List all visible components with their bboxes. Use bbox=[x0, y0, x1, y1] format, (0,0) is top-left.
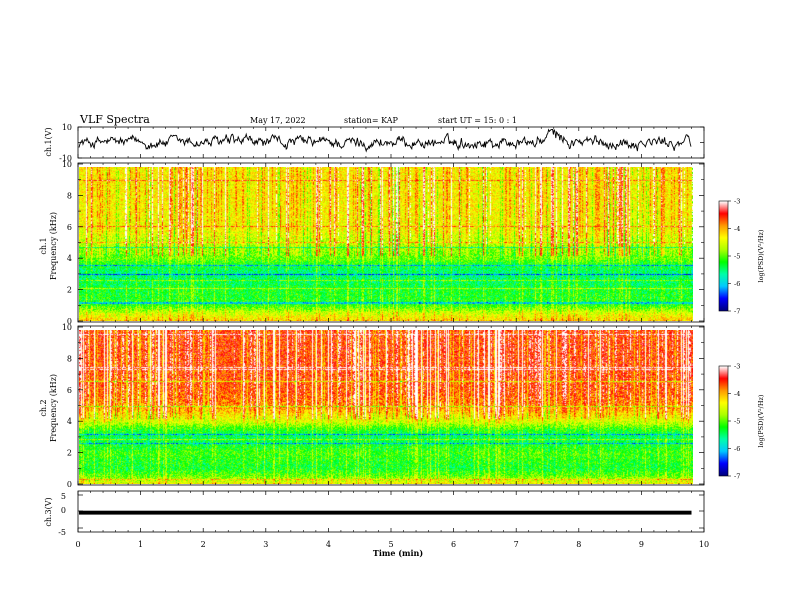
ch3-ytick-5: 5 bbox=[61, 492, 66, 501]
colorbar-tick-label: -6 bbox=[734, 445, 740, 453]
figure-title: VLF Spectra bbox=[79, 113, 150, 126]
y-tick-label: 2 bbox=[67, 449, 72, 458]
ch3-waveform-band bbox=[79, 510, 692, 515]
ch1-spectrogram-ylabel-channel: ch.1 bbox=[39, 237, 48, 254]
ch2-spectrogram-ylabel-channel: ch.2 bbox=[39, 399, 48, 416]
colorbar-tick-label: -6 bbox=[734, 280, 740, 288]
x-tick-label: 4 bbox=[326, 540, 331, 549]
ch1-waveform-line bbox=[78, 128, 692, 153]
start-time-label: start UT = 15: 0 : 1 bbox=[438, 116, 517, 125]
y-tick-label: 10 bbox=[62, 323, 72, 332]
x-tick-label: 8 bbox=[576, 540, 581, 549]
colorbar-tick-label: -3 bbox=[734, 363, 740, 371]
y-tick-label: 0 bbox=[67, 317, 72, 326]
ch2-colorbar-ticks: -3 -4 -5 -6 -7 bbox=[728, 363, 740, 481]
station-label: station= KAP bbox=[344, 116, 399, 125]
x-tick-label: 1 bbox=[138, 540, 143, 549]
ch3-ticks bbox=[77, 491, 705, 532]
ch2-colorbar-label: log(PSD)(V²/Hz) bbox=[757, 394, 765, 447]
ch1-waveform-panel: 10 -10 ch.1(V) bbox=[44, 123, 705, 163]
ch2-spectrogram-ylabel: Frequency (kHz) bbox=[49, 374, 58, 442]
ch1-colorbar-ticks: -3 -4 -5 -6 -7 bbox=[728, 198, 740, 316]
ch2-colorbar-gradient bbox=[719, 366, 728, 476]
ch1-ytick-top: 10 bbox=[62, 123, 72, 132]
ch3-ylabel: ch.3(V) bbox=[44, 497, 53, 526]
ch1-spectrogram-image bbox=[79, 167, 693, 321]
ch1-spectrogram-yticklabels: 0 2 4 6 8 10 bbox=[62, 160, 72, 326]
ch2-spectrogram-ticks bbox=[77, 326, 705, 485]
colorbar-tick-label: -7 bbox=[734, 308, 740, 316]
ch1-ylabel: ch.1(V) bbox=[44, 127, 53, 156]
x-tick-label: 5 bbox=[388, 540, 393, 549]
ch1-colorbar-gradient bbox=[719, 201, 728, 311]
date-label: May 17, 2022 bbox=[250, 116, 306, 125]
ch1-colorbar: -3 -4 -5 -6 -7 log(PSD)(V²/Hz) bbox=[718, 198, 765, 316]
colorbar-tick-label: -4 bbox=[734, 390, 740, 398]
ch2-spectrogram-panel: 0 2 4 6 8 10 ch.2 Frequency (kHz) bbox=[39, 323, 705, 489]
x-tick-label: 3 bbox=[263, 540, 268, 549]
ch1-spectrogram-panel: 0 2 4 6 8 10 ch.1 Frequency (kHz) bbox=[39, 160, 705, 326]
y-tick-label: 4 bbox=[67, 254, 72, 263]
colorbar-tick-label: -4 bbox=[734, 225, 740, 233]
x-tick-label: 6 bbox=[451, 540, 456, 549]
y-tick-label: 6 bbox=[67, 223, 72, 232]
y-tick-label: 8 bbox=[67, 354, 72, 363]
x-axis-label: Time (min) bbox=[373, 548, 423, 558]
ch1-waveform-frame bbox=[77, 126, 705, 159]
ch3-ytick-0: 0 bbox=[61, 506, 66, 515]
x-tick-label: 2 bbox=[201, 540, 206, 549]
ch2-spectrogram-image bbox=[79, 330, 693, 484]
ch3-ytick-neg5: -5 bbox=[58, 528, 66, 537]
ch3-waveform-panel: 5 0 -5 ch.3(V) bbox=[44, 490, 705, 537]
y-tick-label: 10 bbox=[62, 160, 72, 169]
ch1-colorbar-label: log(PSD)(V²/Hz) bbox=[757, 229, 765, 282]
y-tick-label: 0 bbox=[67, 480, 72, 489]
x-tick-label: 9 bbox=[639, 540, 644, 549]
y-tick-label: 4 bbox=[67, 417, 72, 426]
ch1-spectrogram-ylabel: Frequency (kHz) bbox=[49, 212, 58, 280]
y-tick-label: 2 bbox=[67, 286, 72, 295]
x-tick-label: 10 bbox=[699, 540, 709, 549]
colorbar-tick-label: -5 bbox=[734, 418, 740, 426]
ch2-spectrogram-yticklabels: 0 2 4 6 8 10 bbox=[62, 323, 72, 489]
colorbar-tick-label: -3 bbox=[734, 198, 740, 206]
ch1-ytick-bottom: -10 bbox=[59, 154, 72, 163]
ch2-colorbar: -3 -4 -5 -6 -7 log(PSD)(V²/Hz) bbox=[718, 363, 765, 481]
colorbar-tick-label: -5 bbox=[734, 253, 740, 261]
ch1-ticks bbox=[77, 126, 705, 159]
colorbar-tick-label: -7 bbox=[734, 473, 740, 481]
y-tick-label: 8 bbox=[67, 191, 72, 200]
x-tick-label: 7 bbox=[514, 540, 519, 549]
ch1-spectrogram-ticks bbox=[77, 163, 705, 322]
x-tick-label: 0 bbox=[75, 540, 80, 549]
y-tick-label: 6 bbox=[67, 386, 72, 395]
x-axis-ticklabels: 0 1 2 3 4 5 6 7 8 9 10 bbox=[75, 540, 709, 549]
